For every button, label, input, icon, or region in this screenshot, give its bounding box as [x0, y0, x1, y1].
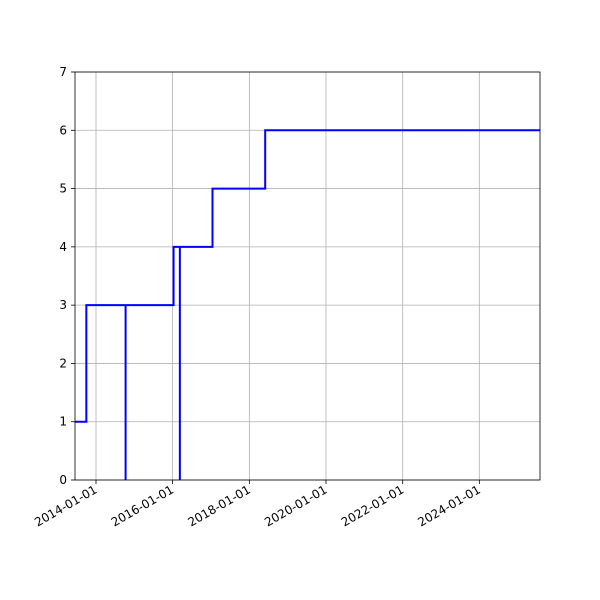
y-axis: 0 1 2 3 4 5 6 7 [59, 65, 75, 487]
x-grid-lines [95, 72, 480, 480]
y-tick-label: 3 [59, 298, 67, 312]
y-tick-label: 5 [59, 182, 67, 196]
x-tick-label: 2018-01-01 [185, 482, 252, 529]
x-axis: 2014-01-01 2016-01-01 2018-01-01 2020-01-01… [32, 480, 483, 529]
series-line-0 [75, 129, 540, 480]
x-tick-label: 2020-01-01 [262, 482, 329, 529]
y-tick-label: 0 [59, 473, 67, 487]
x-tick-label: 2022-01-01 [339, 482, 406, 529]
x-tick-label: 2014-01-01 [32, 482, 99, 529]
y-tick-label: 2 [59, 356, 67, 370]
x-tick-label: 2024-01-01 [415, 482, 482, 529]
y-tick-label: 7 [59, 65, 67, 79]
y-grid-lines [75, 71, 540, 481]
x-tick-label: 2016-01-01 [109, 482, 176, 529]
series-layer [75, 129, 540, 480]
plot-frame [74, 71, 541, 481]
y-tick-label: 1 [59, 415, 67, 429]
y-tick-label: 6 [59, 123, 67, 137]
y-tick-label: 4 [59, 240, 67, 254]
